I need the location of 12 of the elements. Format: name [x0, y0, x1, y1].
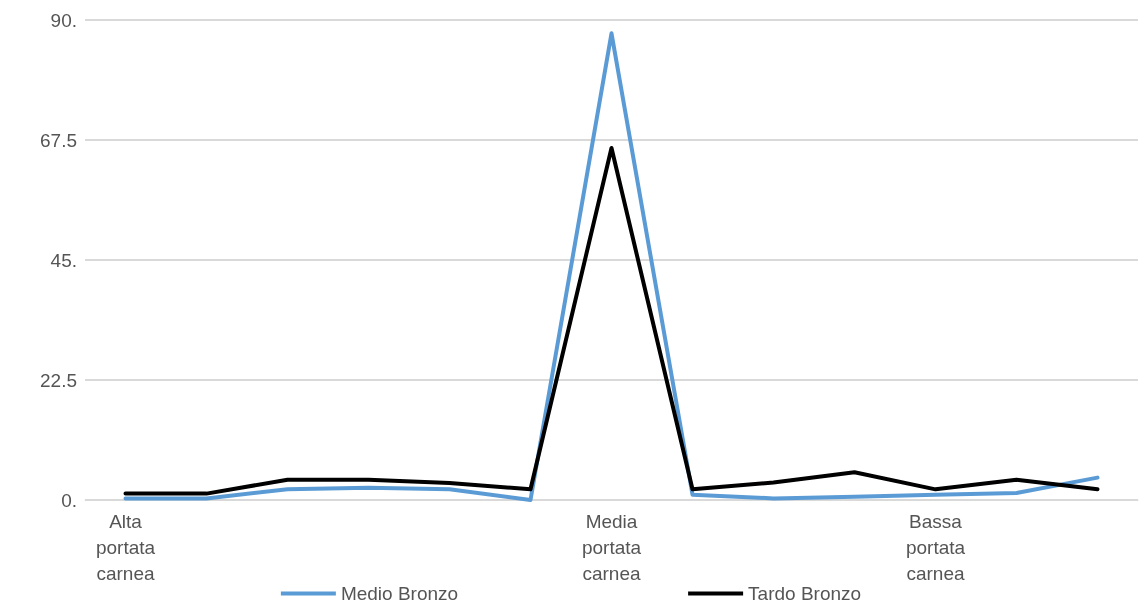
- legend-label: Medio Bronzo: [340, 583, 459, 604]
- y-tick-label: 0.: [61, 489, 77, 511]
- y-tick-label: 45.: [50, 249, 77, 271]
- y-tick-label: 22.5: [40, 369, 77, 391]
- legend-label: Tardo Bronzo: [748, 583, 862, 604]
- line-series: [123, 31, 1100, 502]
- y-tick-label: 90.: [50, 9, 77, 31]
- x-tick-label: Bassa portata carnea: [905, 510, 966, 584]
- x-tick-label: Media portata carnea: [581, 510, 642, 584]
- line-series: [123, 146, 1100, 496]
- y-tick-label: 67.5: [40, 129, 77, 151]
- x-tick-label: Alta portata carnea: [95, 510, 156, 584]
